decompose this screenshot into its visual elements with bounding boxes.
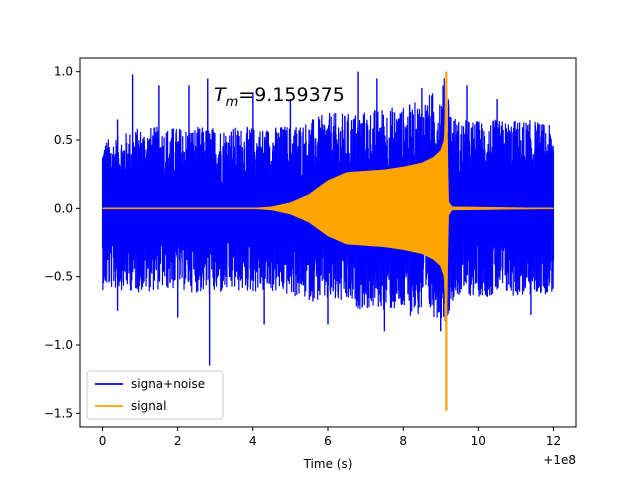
- x-tick-label-10: 10: [471, 434, 486, 448]
- x-tick-label-8: 8: [399, 434, 407, 448]
- x-axis-offset-label: +1e8: [543, 453, 576, 467]
- x-tick-label-12: 12: [546, 434, 561, 448]
- y-tick-label-0: 0.0: [54, 201, 73, 215]
- y-tick-label-0.5: 0.5: [54, 133, 73, 147]
- x-tick-label-6: 6: [324, 434, 332, 448]
- x-tick-label-4: 4: [249, 434, 257, 448]
- legend-label-signal: signal: [131, 399, 167, 413]
- y-tick-label-1: 1.0: [54, 65, 73, 79]
- x-axis-label: Time (s): [303, 457, 353, 471]
- y-tick-label--1: −1.0: [44, 338, 73, 352]
- x-tick-label-0: 0: [99, 434, 107, 448]
- y-axis: −1.5 −1.0 −0.5 0.0 0.5 1.0: [44, 65, 80, 420]
- annotation-text: Tm=9.159375: [214, 84, 345, 110]
- y-tick-label--0.5: −0.5: [44, 270, 73, 284]
- annotation-subscript: m: [226, 95, 239, 110]
- legend-frame: [86, 370, 224, 420]
- annotation-symbol: T: [214, 84, 227, 106]
- y-tick-label--1.5: −1.5: [44, 406, 73, 420]
- x-tick-label-2: 2: [174, 434, 182, 448]
- annotation-value: =9.159375: [238, 84, 345, 106]
- legend: signa+noise signal: [86, 370, 224, 420]
- legend-label-signal-noise: signa+noise: [131, 377, 205, 391]
- data-layer: [101, 71, 555, 411]
- x-axis: 0 2 4 6 8 10 12: [99, 427, 561, 448]
